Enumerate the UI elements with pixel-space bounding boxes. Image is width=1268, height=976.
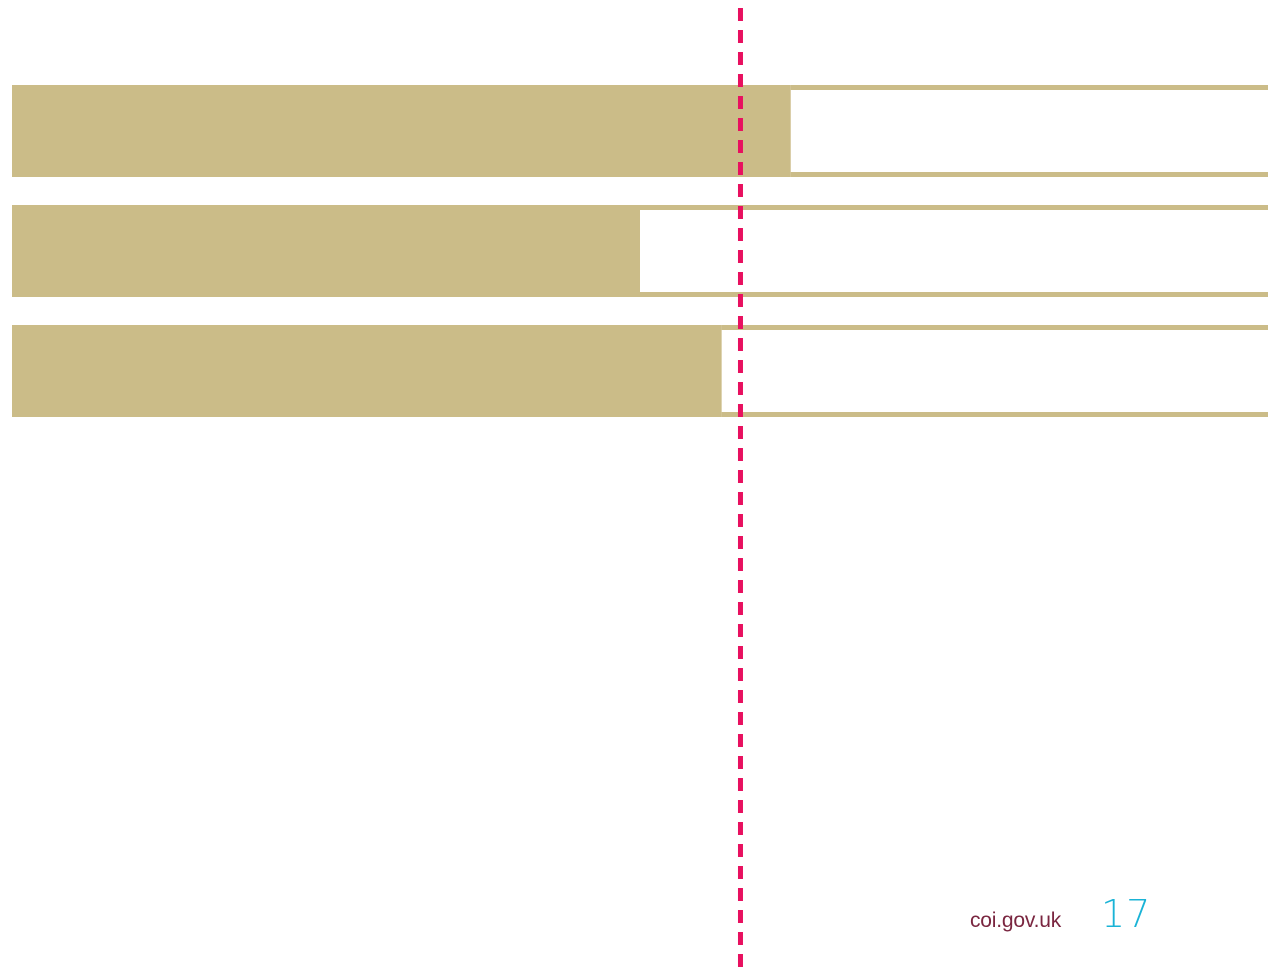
bar [12, 325, 722, 417]
bar-track-top [640, 205, 1268, 210]
bar [12, 85, 791, 177]
page-number: 17 [1101, 892, 1152, 936]
bar-track-bottom [721, 412, 1268, 417]
bar [12, 205, 640, 297]
bar-track-top [790, 85, 1268, 90]
page-footer: coi.gov.uk 17 [970, 892, 1151, 936]
site-url: coi.gov.uk [970, 909, 1061, 932]
bar-track-bottom [640, 292, 1268, 297]
bar-track-top [721, 325, 1268, 330]
bar-track-bottom [790, 172, 1268, 177]
